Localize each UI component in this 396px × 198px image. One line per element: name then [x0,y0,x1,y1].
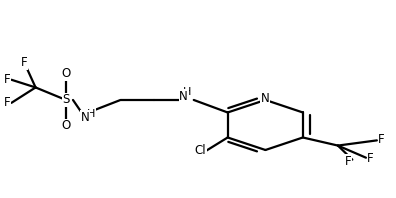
Text: O: O [61,68,70,80]
Text: F: F [4,96,10,109]
Text: Cl: Cl [194,145,206,157]
Text: O: O [61,119,70,132]
Text: N: N [261,91,270,105]
Text: H: H [87,109,95,119]
Text: F: F [21,56,28,69]
Text: F: F [345,155,352,168]
Text: S: S [62,93,70,107]
Text: F: F [4,73,10,86]
Text: N: N [81,111,90,124]
Text: F: F [367,152,374,165]
Text: H: H [183,87,191,97]
Text: F: F [378,133,385,146]
Text: N: N [179,90,188,103]
